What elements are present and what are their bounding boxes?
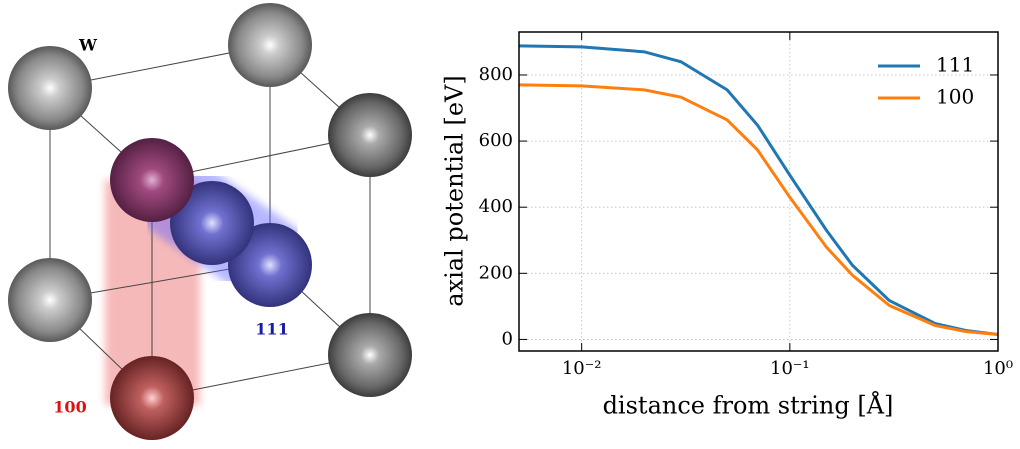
atom [110,356,194,440]
atom [8,46,92,130]
y-axis-label: axial potential [eV] [441,75,469,306]
chart: distance from string [Å] axial potential… [441,31,1013,420]
atom [170,181,254,265]
atom [328,93,412,177]
direction-label: 100 [53,398,86,417]
series-line [518,83,999,336]
y-tick-label: 200 [479,262,513,283]
plot-frame [518,31,999,352]
crystal-diagram: W 111 100 [8,3,412,440]
atom [228,3,312,87]
series-line [518,44,999,336]
x-tick-label: 10⁰ [983,358,1013,379]
atom [328,313,412,397]
y-tick-label: 600 [479,130,513,151]
y-tick-label: 800 [479,64,513,85]
x-axis-label: distance from string [Å] [603,391,894,420]
atom [110,138,194,222]
x-tick-label: 10⁻² [562,358,602,379]
atom [228,223,312,307]
x-tick-label: 10⁻¹ [770,358,810,379]
element-label: W [78,36,98,55]
legend-label: 111 [936,53,974,77]
legend-label: 100 [936,85,974,109]
y-tick-label: 400 [479,196,513,217]
y-tick-label: 0 [502,328,513,349]
atom [8,258,92,342]
direction-label: 111 [255,320,288,339]
